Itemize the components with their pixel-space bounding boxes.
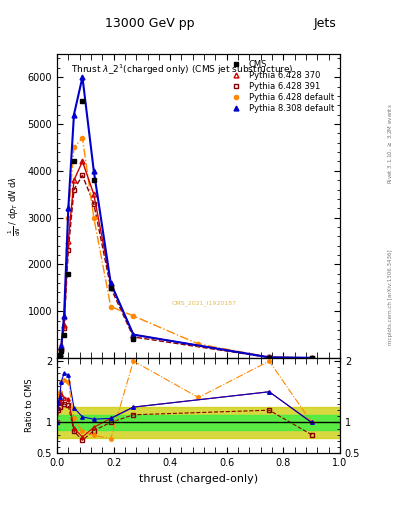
CMS [72, 158, 76, 164]
Pythia 8.308 default [56, 354, 61, 360]
Pythia 6.428 370 [62, 322, 66, 328]
Pythia 8.308 default [72, 112, 76, 118]
Pythia 6.428 default [108, 304, 113, 310]
Legend: CMS, Pythia 6.428 370, Pythia 6.428 391, Pythia 6.428 default, Pythia 8.308 defa: CMS, Pythia 6.428 370, Pythia 6.428 391,… [225, 57, 337, 115]
Pythia 6.428 391 [66, 247, 71, 253]
Text: Jets: Jets [313, 16, 336, 30]
Y-axis label: Ratio to CMS: Ratio to CMS [25, 379, 34, 433]
Pythia 8.308 default [57, 351, 62, 357]
Pythia 6.428 default [56, 354, 61, 360]
Line: Pythia 6.428 370: Pythia 6.428 370 [55, 159, 314, 360]
Line: CMS: CMS [55, 98, 314, 360]
Pythia 6.428 370 [92, 191, 96, 197]
Line: Pythia 8.308 default: Pythia 8.308 default [55, 75, 314, 360]
Pythia 6.428 370 [131, 332, 136, 338]
Pythia 6.428 default [80, 135, 85, 141]
CMS [55, 355, 59, 361]
Text: Rivet 3.1.10, $\geq$ 3.2M events: Rivet 3.1.10, $\geq$ 3.2M events [386, 103, 393, 184]
CMS [59, 348, 64, 354]
Pythia 6.428 370 [267, 354, 272, 360]
Pythia 8.308 default [55, 355, 59, 361]
Pythia 6.428 default [59, 343, 64, 349]
Pythia 6.428 391 [62, 325, 66, 331]
CMS [66, 271, 71, 277]
Pythia 8.308 default [92, 168, 96, 174]
Pythia 8.308 default [309, 355, 314, 361]
Pythia 6.428 370 [55, 355, 59, 361]
CMS [131, 336, 136, 343]
Pythia 6.428 default [196, 341, 201, 347]
Pythia 6.428 default [309, 355, 314, 361]
Pythia 6.428 391 [72, 186, 76, 193]
Text: mcplots.cern.ch [arXiv:1306.3436]: mcplots.cern.ch [arXiv:1306.3436] [388, 249, 393, 345]
Pythia 6.428 391 [59, 346, 64, 352]
Pythia 6.428 391 [80, 173, 85, 179]
Pythia 6.428 370 [309, 355, 314, 361]
Pythia 6.428 391 [131, 334, 136, 340]
Pythia 6.428 370 [108, 280, 113, 286]
CMS [92, 177, 96, 183]
Pythia 6.428 default [267, 354, 272, 360]
Pythia 6.428 391 [309, 355, 314, 361]
Pythia 6.428 370 [66, 238, 71, 244]
Text: CMS_2021_I1920187: CMS_2021_I1920187 [172, 301, 237, 306]
CMS [57, 352, 62, 358]
CMS [80, 97, 85, 103]
Pythia 8.308 default [131, 332, 136, 338]
Pythia 8.308 default [66, 205, 71, 211]
Pythia 8.308 default [62, 313, 66, 319]
Pythia 6.428 default [92, 215, 96, 221]
Pythia 6.428 370 [59, 345, 64, 351]
Line: Pythia 6.428 default: Pythia 6.428 default [55, 136, 314, 360]
X-axis label: thrust (charged-only): thrust (charged-only) [139, 474, 258, 483]
Pythia 8.308 default [59, 343, 64, 349]
Pythia 6.428 391 [55, 355, 59, 361]
Text: Thrust $\lambda\_2^1$(charged only) (CMS jet substructure): Thrust $\lambda\_2^1$(charged only) (CMS… [71, 63, 294, 77]
Pythia 8.308 default [108, 280, 113, 286]
CMS [309, 355, 314, 361]
CMS [56, 354, 61, 360]
Pythia 6.428 391 [267, 354, 272, 360]
Pythia 6.428 391 [57, 351, 62, 357]
Text: 13000 GeV pp: 13000 GeV pp [105, 16, 194, 30]
CMS [267, 354, 272, 360]
Pythia 6.428 370 [56, 354, 61, 360]
Pythia 6.428 391 [56, 354, 61, 360]
Pythia 6.428 370 [57, 351, 62, 357]
Pythia 6.428 default [57, 351, 62, 357]
CMS [108, 285, 113, 291]
Pythia 8.308 default [267, 354, 272, 360]
Pythia 6.428 default [66, 215, 71, 221]
Pythia 6.428 370 [72, 177, 76, 183]
Pythia 6.428 default [72, 144, 76, 151]
Pythia 6.428 default [62, 315, 66, 322]
Pythia 6.428 default [131, 313, 136, 319]
Pythia 6.428 default [55, 355, 59, 361]
Pythia 6.428 391 [92, 201, 96, 207]
Y-axis label: $\frac{1}{\mathrm{d}N}$ / $\mathrm{d}p_T$ $\mathrm{d}N$ $\mathrm{d}\lambda$: $\frac{1}{\mathrm{d}N}$ / $\mathrm{d}p_T… [7, 176, 23, 236]
CMS [62, 332, 66, 338]
Pythia 6.428 391 [108, 285, 113, 291]
Line: Pythia 6.428 391: Pythia 6.428 391 [55, 173, 314, 360]
Pythia 8.308 default [80, 74, 85, 80]
Pythia 6.428 370 [80, 158, 85, 164]
